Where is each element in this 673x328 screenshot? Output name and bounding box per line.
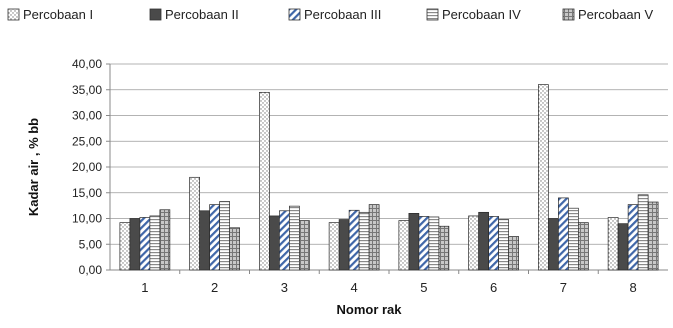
bar-5-3 (299, 220, 310, 271)
bar-5-7 (578, 222, 589, 271)
x-tick-label: 3 (281, 280, 288, 295)
x-tick-label: 4 (351, 280, 358, 295)
legend-label: Percobaan IV (442, 7, 521, 22)
bar-2-8 (617, 223, 629, 271)
bar-1-4 (328, 222, 340, 271)
legend-label: Percobaan II (165, 7, 239, 22)
bar-2-5 (408, 213, 420, 271)
y-tick-label: 20,00 (72, 160, 102, 174)
legend-item: Percobaan III (288, 7, 381, 22)
bar-1-6 (468, 215, 479, 271)
bar-4-7 (568, 207, 579, 271)
bar-3-4 (348, 209, 360, 271)
bar-4-8 (637, 194, 649, 271)
bar-5-1 (159, 209, 171, 271)
bar-5-8 (647, 201, 659, 271)
bar-3-3 (279, 210, 290, 271)
bar-1-1 (119, 222, 131, 271)
x-tick-label: 6 (490, 280, 497, 295)
y-tick-label: 35,00 (72, 83, 102, 97)
x-tick-label: 2 (211, 280, 218, 295)
bars (119, 84, 659, 271)
bar-2-1 (129, 218, 141, 271)
x-tick-label: 5 (420, 280, 427, 295)
bar-1-5 (398, 220, 410, 271)
legend-swatch (426, 8, 439, 21)
bar-2-2 (199, 210, 210, 271)
bar-4-4 (358, 211, 370, 271)
legend-swatch (288, 8, 301, 21)
legend-item: Percobaan II (149, 7, 239, 22)
bar-4-2 (219, 201, 230, 271)
bar-4-6 (498, 219, 509, 271)
bar-4-3 (289, 205, 300, 271)
bar-1-7 (538, 84, 549, 271)
y-tick-label: 10,00 (72, 212, 102, 226)
legend-item: Percobaan I (7, 7, 93, 22)
legend-label: Percobaan I (23, 7, 93, 22)
x-tick-label: 7 (560, 280, 567, 295)
bar-3-5 (418, 216, 430, 271)
bar-5-2 (229, 227, 240, 271)
bar-5-4 (368, 204, 380, 271)
bar-2-4 (338, 219, 350, 271)
bar-2-3 (269, 215, 280, 271)
bar-3-2 (209, 204, 220, 271)
legend-swatch (7, 8, 20, 21)
bar-5-5 (438, 225, 450, 271)
y-tick-label: 5,00 (79, 237, 103, 251)
axis-labels: Nomor rak Kadar air , % bb (26, 118, 402, 317)
legend-swatch (149, 8, 162, 21)
legend-label: Percobaan III (304, 7, 381, 22)
y-tick-label: 25,00 (72, 134, 102, 148)
y-tick-label: 30,00 (72, 109, 102, 123)
bar-1-8 (607, 217, 619, 271)
legend: Percobaan I Percobaan II Percobaan III Perc… (7, 7, 653, 22)
y-axis-title: Kadar air , % bb (26, 118, 41, 216)
bar-1-2 (189, 176, 200, 271)
axes: 0,00 5,00 10,00 15,00 20,00 25,00 30,00 35,00 40… (72, 57, 668, 295)
bar-2-6 (478, 211, 489, 271)
bar-3-8 (627, 204, 639, 271)
y-tick-label: 15,00 (72, 186, 102, 200)
legend-item: Percobaan IV (426, 7, 521, 22)
legend-label: Percobaan V (578, 7, 653, 22)
bar-1-3 (259, 91, 270, 271)
bar-5-6 (508, 236, 519, 271)
bar-4-1 (149, 215, 161, 271)
legend-swatch (562, 8, 575, 21)
x-tick-label: 8 (630, 280, 637, 295)
x-tick-label: 1 (141, 280, 148, 295)
bar-3-7 (558, 197, 569, 271)
bar-3-1 (139, 217, 151, 271)
y-tick-label: 40,00 (72, 57, 102, 71)
bar-3-6 (488, 216, 499, 271)
x-axis-title: Nomor rak (336, 302, 402, 317)
y-tick-label: 0,00 (79, 263, 103, 277)
bar-4-5 (428, 216, 440, 271)
bar-2-7 (548, 218, 559, 271)
legend-item: Percobaan V (562, 7, 653, 22)
